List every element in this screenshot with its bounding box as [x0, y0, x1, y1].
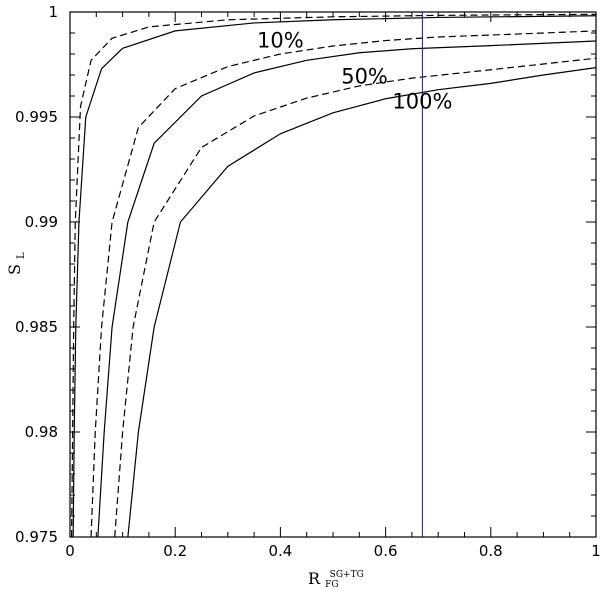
series-line-6-solid — [127, 67, 596, 537]
y-tick-label: 0.995 — [15, 108, 58, 126]
x-tick-label: 0 — [65, 542, 75, 560]
curve-label-50pct: 50% — [341, 64, 388, 88]
annotation-layer: 10% 50%100% — [257, 29, 452, 114]
y-axis-title: S L — [5, 252, 27, 275]
x-tick-label: 0.2 — [163, 542, 187, 560]
y-tick-label: 0.98 — [25, 423, 58, 441]
x-tick-label: 0.6 — [374, 542, 398, 560]
tick-layer: 0 0.2 0.4 0.6 0.8 1 0.975 0.98 0.985 0.99 0.995 1 — [15, 3, 600, 560]
curve-label-10pct: 10% — [257, 29, 304, 53]
y-tick-label: 0.99 — [25, 213, 58, 231]
x-tick-label: 1 — [591, 542, 600, 560]
curve-label-100pct: 100% — [392, 90, 452, 114]
series-line-1-dashed — [70, 13, 596, 537]
x-axis-title: R FG SG+TG — [308, 569, 364, 591]
x-axis-title-sup: SG+TG — [330, 570, 364, 580]
series-layer — [70, 13, 596, 537]
y-tick-label: 1 — [48, 3, 58, 21]
y-axis-title-main: S — [5, 264, 24, 275]
x-tick-label: 0.8 — [479, 542, 503, 560]
y-axis-title-sub: L — [16, 252, 27, 259]
x-axis-title-main: R — [308, 569, 321, 588]
series-line-2-solid — [72, 15, 596, 537]
x-axis-title-sub: FG — [325, 580, 338, 590]
series-line-3-dashed — [90, 30, 596, 537]
x-tick-label: 0.4 — [268, 542, 292, 560]
y-tick-label: 0.975 — [15, 528, 58, 546]
plot-frame — [69, 11, 597, 538]
series-line-4-solid — [97, 40, 596, 537]
y-tick-label: 0.985 — [15, 318, 58, 336]
series-line-5-dashed — [114, 57, 596, 537]
